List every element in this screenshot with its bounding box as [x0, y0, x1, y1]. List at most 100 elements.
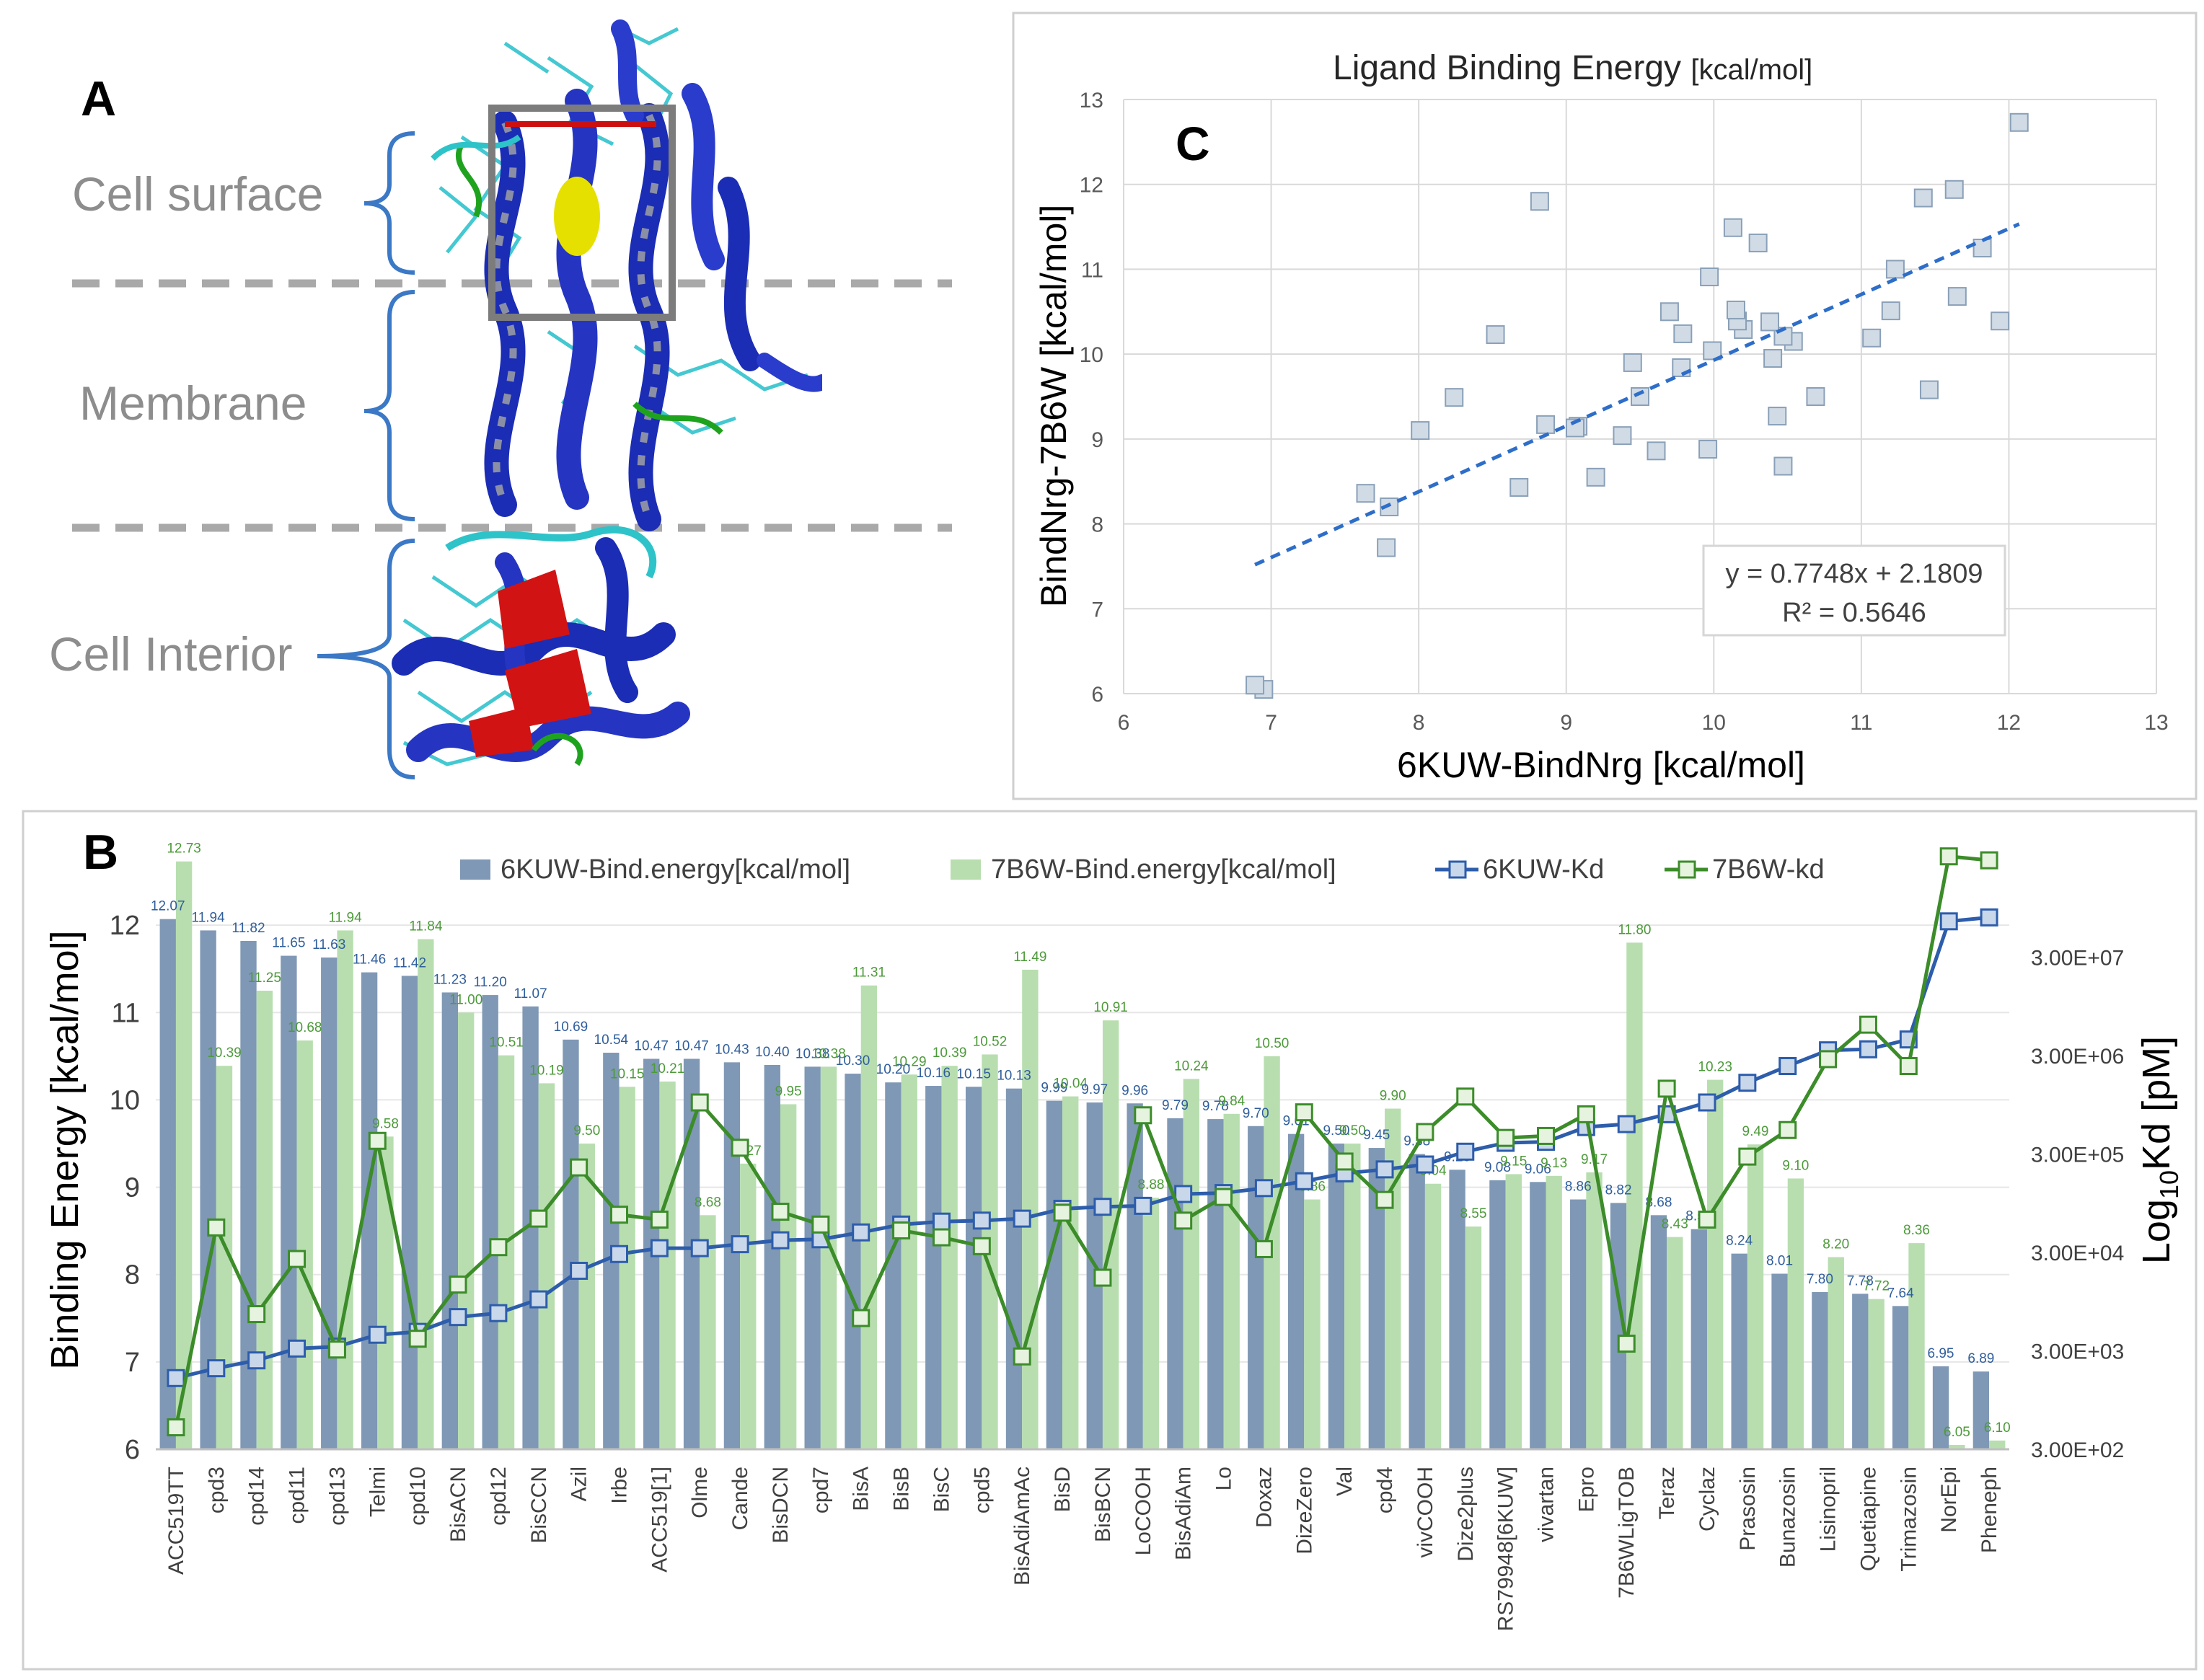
bar-7b6w: [1586, 1172, 1603, 1449]
bar-7b6w-label: 12.73: [167, 841, 201, 857]
scatter-ytick-4: 10: [1080, 343, 1103, 367]
bar-6kuw-label: 11.63: [312, 937, 345, 952]
bar-7b6w: [740, 1163, 757, 1449]
bar-7b6w: [1062, 1096, 1079, 1449]
bar-7b6w-label: 11.94: [329, 910, 363, 925]
legend-label-0: 6KUW-Bind.energy[kcal/mol]: [501, 854, 850, 885]
bar-6kuw: [804, 1066, 821, 1449]
bar-7b6w-label: 11.00: [449, 992, 482, 1007]
scatter-point: [1613, 426, 1632, 446]
scatter-point: [1246, 676, 1265, 695]
bar-6kuw: [1570, 1199, 1587, 1449]
bar-legend: 6KUW-Bind.energy[kcal/mol] 7B6W-Bind.ener…: [460, 854, 1825, 885]
scatter-point: [1773, 456, 1793, 476]
bar-category-label: cpd7: [809, 1467, 833, 1513]
cell-interior-label: Cell Interior: [49, 627, 292, 681]
bar-6kuw-label: 10.40: [755, 1045, 790, 1060]
scatter-points: [1246, 112, 2029, 699]
bar-y2tick-2: 3.00E+04: [2031, 1242, 2124, 1265]
scatter-ytick-3: 9: [1091, 428, 1103, 452]
bar-7b6w: [1706, 1079, 1724, 1449]
bar-6kuw: [925, 1086, 942, 1449]
kd-6kuw-marker: [1134, 1196, 1152, 1215]
bar-7b6w-label: 10.23: [1698, 1060, 1732, 1075]
scatter-point: [1919, 380, 1939, 399]
bar-6kuw-label: 10.13: [997, 1069, 1031, 1084]
bar-category-label: Epro: [1574, 1467, 1598, 1512]
bar-6kuw-label: 11.07: [514, 986, 547, 1002]
kd-7b6w-marker: [1577, 1105, 1595, 1123]
bar-axes: 6 7 8 9 10 11 12 3.00E+02 3.00E+03 3.00E+04 3.00E+…: [110, 911, 2125, 1631]
bar-7b6w-label: 10.91: [1093, 1000, 1128, 1015]
bar-7b6w-label: 9.95: [775, 1084, 802, 1099]
kd-7b6w-marker: [1819, 1050, 1838, 1069]
kd-7b6w-marker: [1375, 1190, 1394, 1209]
bar-category-label: BisB: [890, 1467, 914, 1511]
kd-6kuw-marker: [1617, 1115, 1636, 1133]
scatter-point: [1723, 218, 1742, 237]
scatter-ytick-2: 8: [1091, 513, 1103, 537]
bar-6kuw: [441, 992, 459, 1449]
kd-7b6w-marker: [1456, 1087, 1475, 1106]
panel-c-title-unit: [kcal/mol]: [1691, 54, 1812, 86]
cell-surface-brace: [363, 131, 415, 275]
panel-c: Ligand Binding Energy [kcal/mol] C 6 7 8 9 1…: [1012, 12, 2198, 800]
kd-7b6w-marker: [1617, 1335, 1636, 1353]
kd-6kuw-marker: [570, 1261, 589, 1280]
scatter-point: [1530, 192, 1549, 211]
bar-7b6w-label: 10.04: [1053, 1076, 1088, 1092]
panel-c-title-main: Ligand Binding Energy: [1333, 49, 1691, 87]
scatter-point: [1411, 421, 1430, 441]
kd-7b6w-marker: [449, 1276, 467, 1294]
kd-7b6w-marker: [1859, 1015, 1877, 1034]
bar-category-label: BisAdiAmAc: [1010, 1467, 1034, 1586]
bar-ytick-5: 11: [112, 998, 140, 1028]
kd-7b6w-marker: [690, 1093, 709, 1112]
bar-6kuw-label: 11.82: [232, 921, 265, 936]
bar-7b6w-label: 11.31: [852, 965, 886, 981]
bar-6kuw-label: 10.15: [956, 1066, 991, 1082]
bar-6kuw-label: 10.47: [674, 1038, 709, 1053]
bar-7b6w-label: 10.19: [529, 1063, 564, 1078]
bar-7b6w: [1908, 1243, 1925, 1449]
bar-7b6w-label: 9.13: [1540, 1156, 1567, 1171]
bar-7b6w: [256, 991, 273, 1449]
bar-7b6w: [1385, 1108, 1401, 1449]
scatter-point: [1972, 239, 1992, 257]
kd-6kuw-marker: [1013, 1209, 1031, 1228]
bar-7b6w: [700, 1215, 716, 1449]
bar-7b6w: [1344, 1144, 1361, 1449]
bar-category-label: LoCOOH: [1132, 1467, 1155, 1555]
bar-category-label: Lo: [1212, 1467, 1236, 1490]
bar-7b6w-label: 9.90: [1380, 1089, 1406, 1104]
bar-6kuw-label: 9.08: [1484, 1160, 1511, 1175]
bar-6kuw: [723, 1062, 741, 1449]
bar-7b6w-label: 10.29: [892, 1054, 927, 1069]
scatter-point: [1862, 328, 1882, 348]
bar-category-label: Telmi: [366, 1467, 389, 1517]
kd-6kuw-marker: [1174, 1185, 1193, 1203]
scatter-point: [1944, 180, 1964, 199]
kd-6kuw-marker: [731, 1235, 749, 1254]
bar-7b6w: [941, 1066, 958, 1449]
kd-7b6w-marker: [1215, 1188, 1233, 1206]
bar-7b6w: [901, 1074, 917, 1449]
kd-7b6w-marker: [167, 1418, 185, 1437]
bar-category-label: vivCOOH: [1414, 1467, 1437, 1558]
bar-7b6w-label: 9.84: [1218, 1094, 1245, 1109]
kd-6kuw-marker: [1939, 912, 1958, 931]
bar-category-label: Bunazosin: [1776, 1467, 1800, 1568]
bar-7b6w: [296, 1040, 313, 1449]
bar-7b6w: [1102, 1020, 1119, 1449]
bar-category-label: BisD: [1051, 1467, 1075, 1512]
bar-7b6w-label: 10.15: [610, 1066, 645, 1082]
bar-7b6w-label: 10.21: [651, 1061, 685, 1076]
bar-category-label: cpd11: [286, 1467, 309, 1524]
bar-6kuw: [321, 957, 338, 1449]
kd-7b6w-marker: [1134, 1106, 1152, 1125]
bar-6kuw: [1005, 1088, 1023, 1449]
bar-7b6w: [337, 930, 353, 1449]
kd-7b6w-marker: [1698, 1210, 1716, 1229]
bar-y2tick-3: 3.00E+05: [2031, 1143, 2124, 1167]
